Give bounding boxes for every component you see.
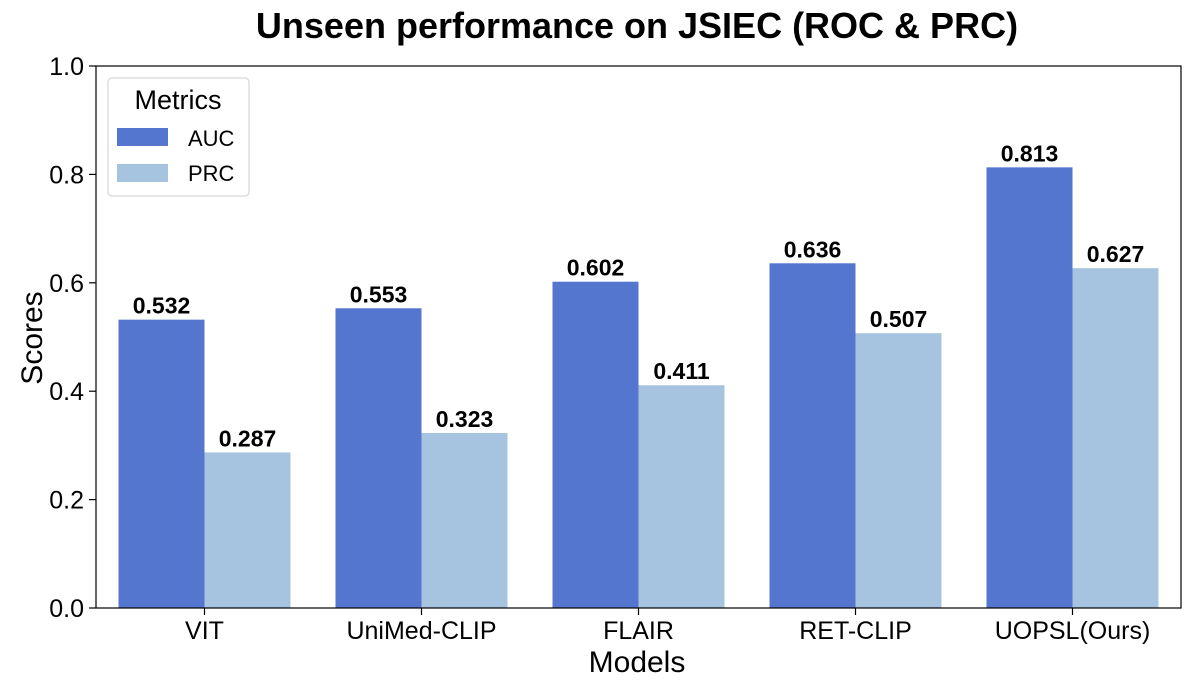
x-tick-label: UniMed-CLIP xyxy=(346,617,496,645)
y-tick-label: 0.0 xyxy=(49,595,84,623)
plot-area: 0.532 0.553 0.602 0.636 0.813 0.287 0.323 0.411… xyxy=(49,53,1182,645)
x-tick-label: RET-CLIP xyxy=(799,617,912,645)
x-axis-label: Models xyxy=(589,646,686,679)
chart-title: Unseen performance on JSIEC (ROC & PRC) xyxy=(256,5,1018,46)
legend-label-auc: AUC xyxy=(188,126,235,151)
x-tick-label: FLAIR xyxy=(603,617,674,645)
data-label-auc-1: 0.553 xyxy=(350,281,408,307)
bar-prc-3 xyxy=(855,333,942,608)
x-tick-label: UOPSL(Ours) xyxy=(995,617,1151,645)
bar-auc-4 xyxy=(986,167,1073,608)
data-label-prc-1: 0.323 xyxy=(436,406,494,432)
bar-prc-2 xyxy=(638,385,725,608)
data-label-auc-4: 0.813 xyxy=(1001,140,1059,166)
y-tick-label: 0.8 xyxy=(49,161,84,189)
legend-title: Metrics xyxy=(135,85,222,115)
bar-prc-0 xyxy=(204,452,291,608)
data-label-auc-2: 0.602 xyxy=(567,255,625,281)
legend-label-prc: PRC xyxy=(188,161,235,186)
bar-prc-4 xyxy=(1072,268,1159,608)
data-label-prc-0: 0.287 xyxy=(219,425,277,451)
legend: Metrics AUC PRC xyxy=(107,77,250,197)
data-label-prc-3: 0.507 xyxy=(870,306,928,332)
bar-auc-2 xyxy=(552,281,639,608)
legend-swatch-auc xyxy=(117,128,168,146)
y-axis-label: Scores xyxy=(16,291,49,384)
x-tick-label: VIT xyxy=(185,617,224,645)
y-tick-label: 0.4 xyxy=(49,378,84,406)
y-tick-label: 1.0 xyxy=(49,53,84,81)
bar-auc-3 xyxy=(769,263,856,608)
y-tick-label: 0.6 xyxy=(49,270,84,298)
bar-prc-1 xyxy=(421,432,508,608)
data-label-prc-4: 0.627 xyxy=(1087,241,1145,267)
data-label-auc-0: 0.532 xyxy=(133,293,191,319)
y-tick-label: 0.2 xyxy=(49,487,84,515)
data-label-prc-2: 0.411 xyxy=(653,358,709,384)
data-label-auc-3: 0.636 xyxy=(784,236,842,262)
bar-auc-0 xyxy=(118,319,205,608)
bar-auc-1 xyxy=(335,308,422,608)
legend-swatch-prc xyxy=(117,164,168,182)
